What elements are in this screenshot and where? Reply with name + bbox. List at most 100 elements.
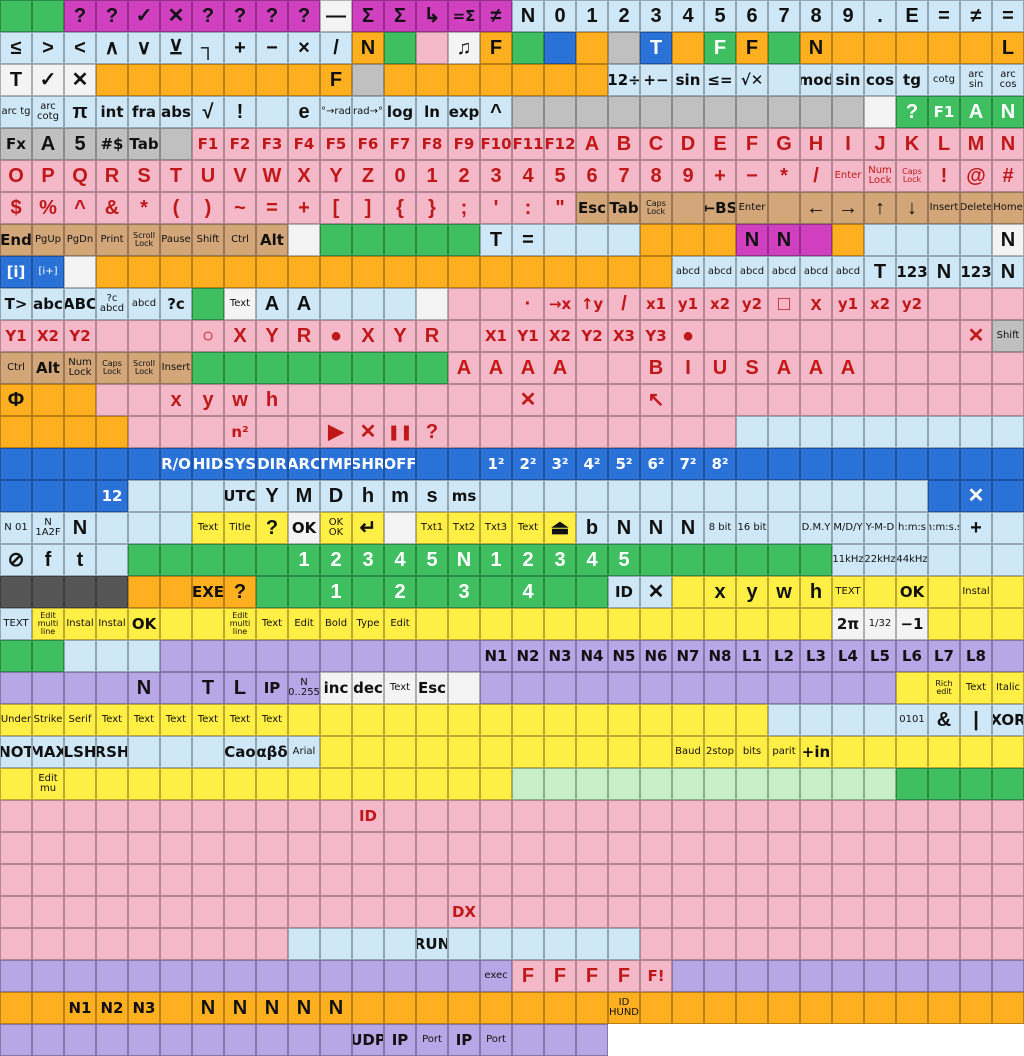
toolbar-icon[interactable]: Y-M-D bbox=[864, 512, 896, 544]
toolbar-icon[interactable] bbox=[960, 32, 992, 64]
toolbar-icon[interactable]: N bbox=[608, 512, 640, 544]
toolbar-icon[interactable] bbox=[960, 960, 992, 992]
toolbar-icon[interactable]: = bbox=[512, 224, 544, 256]
toolbar-icon[interactable] bbox=[160, 320, 192, 352]
toolbar-icon[interactable] bbox=[512, 928, 544, 960]
toolbar-icon[interactable]: A bbox=[960, 96, 992, 128]
toolbar-icon[interactable]: 8 bit bbox=[704, 512, 736, 544]
toolbar-icon[interactable]: ❚❚ bbox=[384, 416, 416, 448]
toolbar-icon[interactable]: x bbox=[704, 576, 736, 608]
toolbar-icon[interactable]: R bbox=[416, 320, 448, 352]
toolbar-icon[interactable]: Text bbox=[224, 704, 256, 736]
toolbar-icon[interactable] bbox=[800, 448, 832, 480]
toolbar-icon[interactable] bbox=[480, 256, 512, 288]
toolbar-icon[interactable] bbox=[384, 928, 416, 960]
toolbar-icon[interactable] bbox=[96, 832, 128, 864]
toolbar-icon[interactable]: 0101 bbox=[896, 704, 928, 736]
toolbar-icon[interactable] bbox=[928, 384, 960, 416]
toolbar-icon[interactable]: IP bbox=[256, 672, 288, 704]
toolbar-icon[interactable]: T bbox=[640, 32, 672, 64]
toolbar-icon[interactable]: F8 bbox=[416, 128, 448, 160]
toolbar-icon[interactable] bbox=[928, 864, 960, 896]
toolbar-icon[interactable] bbox=[928, 800, 960, 832]
toolbar-icon[interactable] bbox=[768, 512, 800, 544]
toolbar-icon[interactable] bbox=[736, 448, 768, 480]
toolbar-icon[interactable] bbox=[256, 96, 288, 128]
toolbar-icon[interactable] bbox=[704, 832, 736, 864]
toolbar-icon[interactable]: A bbox=[544, 352, 576, 384]
toolbar-icon[interactable]: 2 bbox=[384, 576, 416, 608]
toolbar-icon[interactable] bbox=[832, 800, 864, 832]
toolbar-icon[interactable] bbox=[928, 736, 960, 768]
toolbar-icon[interactable] bbox=[256, 1024, 288, 1056]
toolbar-icon[interactable]: cotg bbox=[928, 64, 960, 96]
toolbar-icon[interactable] bbox=[192, 768, 224, 800]
toolbar-icon[interactable] bbox=[160, 576, 192, 608]
toolbar-icon[interactable] bbox=[928, 928, 960, 960]
toolbar-icon[interactable] bbox=[992, 576, 1024, 608]
toolbar-icon[interactable]: F1 bbox=[192, 128, 224, 160]
toolbar-icon[interactable]: ? bbox=[416, 416, 448, 448]
toolbar-icon[interactable]: I bbox=[672, 352, 704, 384]
toolbar-icon[interactable] bbox=[32, 864, 64, 896]
toolbar-icon[interactable]: 6 bbox=[736, 0, 768, 32]
toolbar-icon[interactable]: Port bbox=[480, 1024, 512, 1056]
toolbar-icon[interactable] bbox=[832, 224, 864, 256]
toolbar-icon[interactable] bbox=[800, 864, 832, 896]
toolbar-icon[interactable]: Enter bbox=[832, 160, 864, 192]
toolbar-icon[interactable] bbox=[832, 96, 864, 128]
toolbar-icon[interactable]: 4² bbox=[576, 448, 608, 480]
toolbar-icon[interactable]: N bbox=[320, 992, 352, 1024]
toolbar-icon[interactable] bbox=[416, 800, 448, 832]
toolbar-icon[interactable] bbox=[0, 800, 32, 832]
toolbar-icon[interactable]: 6² bbox=[640, 448, 672, 480]
toolbar-icon[interactable]: = bbox=[928, 0, 960, 32]
toolbar-icon[interactable]: 12 bbox=[96, 480, 128, 512]
toolbar-icon[interactable] bbox=[832, 992, 864, 1024]
toolbar-icon[interactable]: IP bbox=[384, 1024, 416, 1056]
toolbar-icon[interactable] bbox=[928, 32, 960, 64]
toolbar-icon[interactable] bbox=[448, 224, 480, 256]
toolbar-icon[interactable]: Text bbox=[960, 672, 992, 704]
toolbar-icon[interactable] bbox=[768, 864, 800, 896]
toolbar-icon[interactable] bbox=[224, 928, 256, 960]
toolbar-icon[interactable] bbox=[352, 832, 384, 864]
toolbar-icon[interactable] bbox=[320, 256, 352, 288]
toolbar-icon[interactable] bbox=[896, 32, 928, 64]
toolbar-icon[interactable] bbox=[64, 416, 96, 448]
toolbar-icon[interactable]: abcd bbox=[672, 256, 704, 288]
toolbar-icon[interactable]: Rich edit bbox=[928, 672, 960, 704]
toolbar-icon[interactable] bbox=[224, 256, 256, 288]
toolbar-icon[interactable]: ⏏ bbox=[544, 512, 576, 544]
toolbar-icon[interactable]: Y1 bbox=[512, 320, 544, 352]
toolbar-icon[interactable] bbox=[480, 672, 512, 704]
toolbar-icon[interactable]: ←BS bbox=[704, 192, 736, 224]
toolbar-icon[interactable] bbox=[128, 928, 160, 960]
toolbar-icon[interactable] bbox=[192, 352, 224, 384]
toolbar-icon[interactable]: − bbox=[736, 160, 768, 192]
toolbar-icon[interactable] bbox=[224, 64, 256, 96]
toolbar-icon[interactable] bbox=[256, 768, 288, 800]
toolbar-icon[interactable] bbox=[672, 960, 704, 992]
toolbar-icon[interactable] bbox=[640, 864, 672, 896]
toolbar-icon[interactable] bbox=[928, 416, 960, 448]
toolbar-icon[interactable]: ↑y bbox=[576, 288, 608, 320]
toolbar-icon[interactable] bbox=[288, 64, 320, 96]
toolbar-icon[interactable] bbox=[992, 960, 1024, 992]
toolbar-icon[interactable] bbox=[288, 576, 320, 608]
toolbar-icon[interactable]: F bbox=[320, 64, 352, 96]
toolbar-icon[interactable]: Enter bbox=[736, 192, 768, 224]
toolbar-icon[interactable] bbox=[576, 256, 608, 288]
toolbar-icon[interactable]: tg bbox=[896, 64, 928, 96]
toolbar-icon[interactable]: TEXT bbox=[832, 576, 864, 608]
toolbar-icon[interactable]: D bbox=[320, 480, 352, 512]
toolbar-icon[interactable] bbox=[800, 224, 832, 256]
toolbar-icon[interactable] bbox=[608, 928, 640, 960]
toolbar-icon[interactable]: N bbox=[992, 256, 1024, 288]
toolbar-icon[interactable]: αβδ bbox=[256, 736, 288, 768]
toolbar-icon[interactable]: OK OK bbox=[320, 512, 352, 544]
toolbar-icon[interactable]: abcd bbox=[800, 256, 832, 288]
toolbar-icon[interactable]: L bbox=[928, 128, 960, 160]
toolbar-icon[interactable] bbox=[480, 736, 512, 768]
toolbar-icon[interactable]: B bbox=[608, 128, 640, 160]
